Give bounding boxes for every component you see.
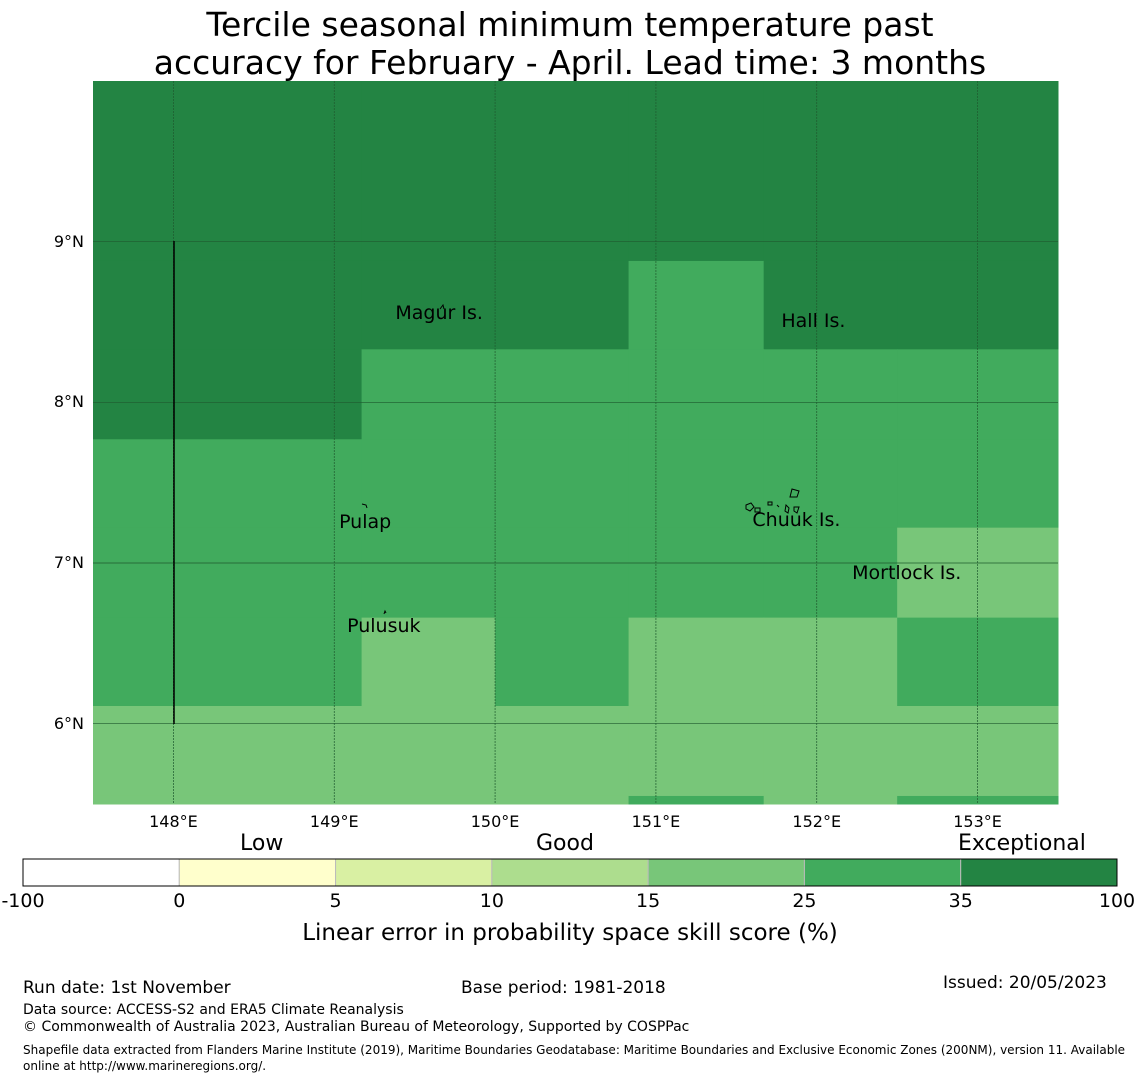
skill-cell [93,81,363,262]
longitude-tick-label: 150°E [470,812,520,831]
skill-cell [361,795,496,805]
skill-cell [495,439,630,529]
place-label: Pulusuk [347,615,421,638]
skill-cell [763,349,898,440]
place-label: Magur Is. [395,301,483,324]
skill-cell [628,439,765,529]
skill-cell [763,439,898,529]
skill-cell [628,260,765,350]
skill-cell [763,795,898,805]
skill-cell [628,617,765,707]
colorbar-tick-label: 35 [948,890,973,912]
title-line-1: Tercile seasonal minimum temperature pas… [206,5,934,44]
shapefile-credit-line-1: Shapefile data extracted from Flanders M… [23,1043,1126,1057]
island-pulap [361,503,368,509]
colorbar-tick-label: 25 [792,890,817,912]
colorbar-tick-label: 0 [173,890,186,912]
island-chuuk [745,488,800,514]
colorbar-tick-label: -100 [1,890,45,912]
legend-category-exceptional: Exceptional [958,831,1086,856]
skill-cell [628,527,765,619]
skill-cell [897,260,1059,350]
place-label: Hall Is. [781,310,846,332]
skill-cell [361,617,496,707]
graticule [93,81,1058,804]
skill-cell [361,705,496,797]
skill-cell [93,439,363,529]
colorbar [22,858,1118,887]
latitude-tick-label: 9°N [53,231,84,251]
skill-cell [495,349,630,440]
map-features [173,241,800,724]
colorbar-bin [803,858,962,887]
run-date: Run date: 1st November [23,978,231,998]
skill-cell [628,795,765,805]
skill-cell [763,260,898,350]
title-line-2: accuracy for February - April. Lead time… [153,43,987,82]
skill-cell [897,795,1059,805]
skill-cell [495,81,630,262]
skill-cell [361,439,496,529]
skill-cell [93,349,363,440]
skill-cell [495,260,630,350]
skill-cell [93,260,363,350]
colorbar-bin [491,858,649,887]
latitude-tick-label: 8°N [53,392,84,412]
colorbar-bin [22,858,180,887]
skill-cell [628,349,765,440]
skill-cell [93,705,363,797]
skill-cell [361,527,496,619]
legend-category-good: Good [536,831,594,856]
colorbar-bin [960,858,1118,887]
longitude-tick-label: 153°E [953,812,1002,831]
skill-cell [763,81,898,262]
latitude-tick-label: 7°N [53,553,84,572]
skill-cell [361,81,496,262]
skill-cell [93,795,363,805]
shapefile-credit: Shapefile data extracted from Flanders M… [23,1042,1135,1074]
skill-cell [628,705,765,797]
skill-cell [361,349,496,440]
skill-cell [763,527,898,619]
skill-cell [495,617,630,707]
place-label: Mortlock Is. [852,562,962,585]
data-source: Data source: ACCESS-S2 and ERA5 Climate … [23,1002,404,1018]
latitude-tick-label: 6°N [53,713,84,733]
skill-cell [93,527,363,619]
colorbar-bin [178,858,337,887]
skill-cell [763,705,898,797]
longitude-tick-label: 148°E [149,812,198,831]
skill-cell [495,705,630,797]
shapefile-credit-line-2: online at http://www.marineregions.org/. [23,1059,267,1073]
skill-cell [628,81,765,262]
colorbar-tick-label: 15 [636,890,661,912]
colorbar-tick-label: 10 [479,890,504,912]
longitude-tick-label: 152°E [792,812,842,831]
skill-cells [93,81,1059,805]
issued-date: Issued: 20/05/2023 [943,973,1107,993]
colorbar-tick-label: 5 [329,890,342,912]
legend-category-low: Low [240,831,284,856]
copyright: © Commonwealth of Australia 2023, Austra… [23,1019,690,1035]
colorbar-bin [647,858,805,887]
base-period: Base period: 1981-2018 [461,978,666,998]
longitude-tick-label: 151°E [631,812,681,831]
skill-cell [495,527,630,619]
colorbar-frame [22,858,1118,887]
island-magur [439,303,445,310]
skill-cell [361,260,496,350]
skill-cell [93,617,363,707]
colorbar-axis-label: Linear error in probability space skill … [302,920,838,946]
place-label: Chuuk Is. [752,509,841,532]
skill-cell [763,617,898,707]
map-title: Tercile seasonal minimum temperature pas… [0,6,1140,82]
island-pulusuk [383,609,387,615]
colorbar-tick-label: 100 [1098,890,1136,912]
colorbar-bin [335,858,493,887]
longitude-tick-label: 149°E [309,812,359,831]
place-label: Pulap [339,510,392,533]
skill-cell [495,795,630,805]
